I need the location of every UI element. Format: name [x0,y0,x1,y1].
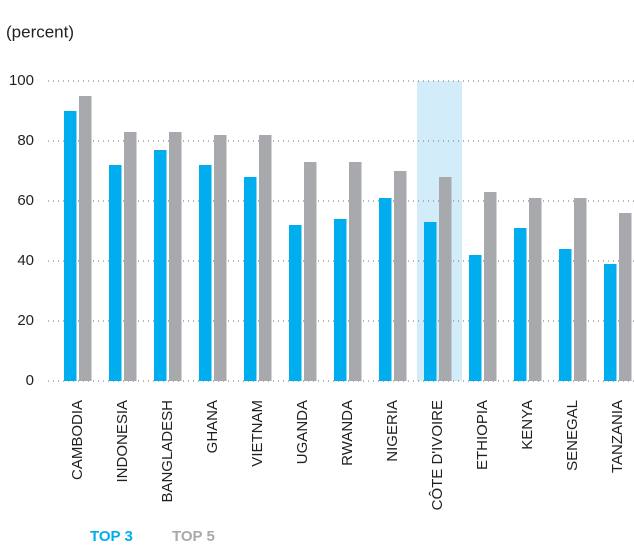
bar [349,162,362,381]
y-tick-label: 80 [17,132,34,149]
x-tick-label: BANGLADESH [159,400,176,503]
bar [394,171,407,381]
legend-label: TOP 3 [90,528,133,545]
x-tick-label: ETHIOPIA [474,400,491,470]
bar [214,135,227,381]
bar [79,96,92,381]
bar [64,111,77,381]
x-tick-label: INDONESIA [114,400,131,483]
bar [169,132,182,381]
x-tick-label: RWANDA [339,400,356,466]
bar [514,228,527,381]
bar [439,177,452,381]
bar [379,198,392,381]
bar [529,198,542,381]
x-tick-label: UGANDA [294,400,311,464]
bar [289,225,302,381]
x-tick-label: KENYA [519,400,536,450]
y-tick-label: 20 [17,312,34,329]
bar [199,165,212,381]
bar [574,198,587,381]
y-axis-label: (percent) [6,22,74,41]
x-tick-label: CAMBODIA [69,400,86,480]
bar [469,255,482,381]
y-tick-label: 60 [17,192,34,209]
bar [259,135,272,381]
x-tick-label: GHANA [204,400,221,453]
bar [109,165,122,381]
y-tick-label: 0 [26,372,34,389]
legend-label: TOP 5 [172,528,215,545]
x-tick-label: SENEGAL [564,400,581,471]
x-tick-label: TANZANIA [609,400,626,473]
bar [124,132,137,381]
bar [154,150,167,381]
bar [424,222,437,381]
bar [484,192,497,381]
y-tick-label: 100 [9,72,34,89]
x-tick-label: CÔTE D'IVOIRE [429,400,446,510]
bar [334,219,347,381]
bar [619,213,632,381]
bar [604,264,617,381]
bar [244,177,257,381]
x-tick-label: VIETNAM [249,400,266,467]
y-tick-label: 40 [17,252,34,269]
bar [559,249,572,381]
x-tick-label: NIGERIA [384,400,401,462]
bar [304,162,317,381]
